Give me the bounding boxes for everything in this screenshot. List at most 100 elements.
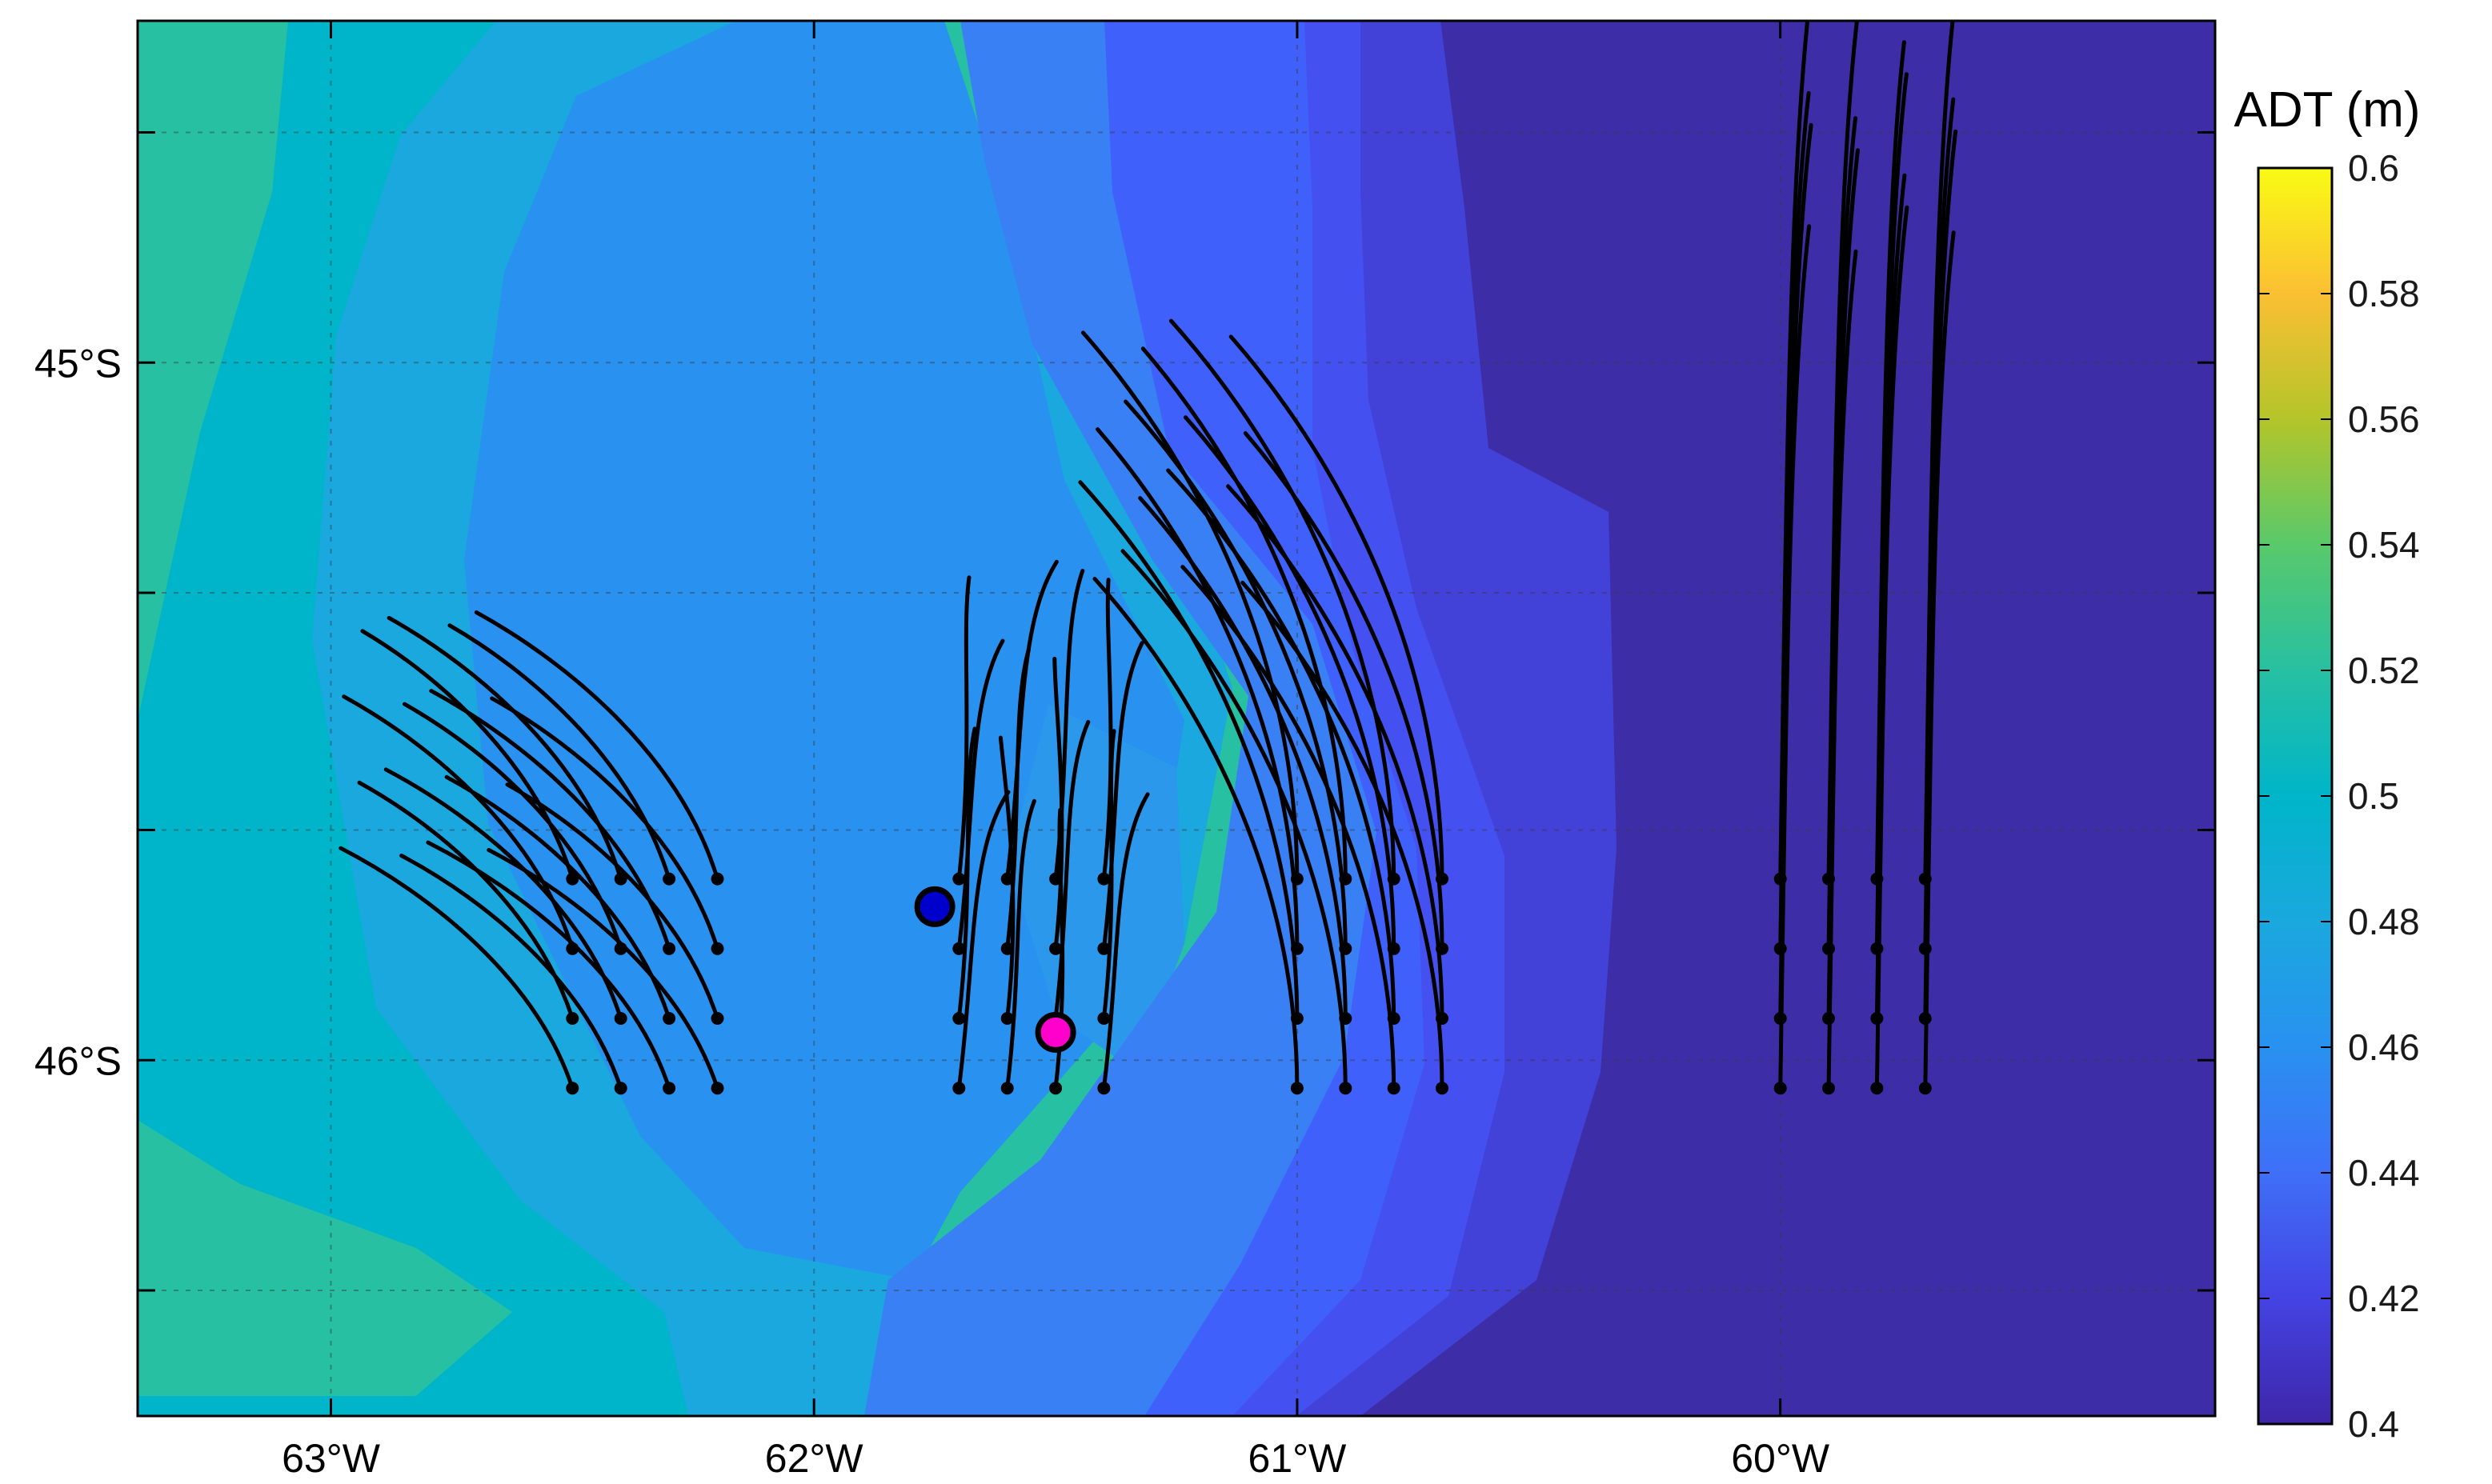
magenta-marker [1035, 1011, 1076, 1053]
release-point [1918, 1082, 1932, 1095]
release-point [1000, 1012, 1014, 1025]
release-point [1097, 872, 1111, 886]
drifter-trajectories [339, 21, 1958, 1095]
trajectory-line [1240, 580, 1444, 1090]
trajectory-line [1243, 431, 1444, 951]
release-point [711, 872, 724, 886]
release-point [1870, 1082, 1884, 1095]
release-point [663, 1082, 676, 1095]
release-point [614, 1082, 627, 1095]
colorbar-tick-label: 0.4 [2348, 1403, 2399, 1445]
release-point [1049, 1082, 1063, 1095]
colorbar-tick-label: 0.48 [2348, 901, 2420, 942]
release-point [1097, 1012, 1111, 1025]
release-point [1436, 1082, 1448, 1095]
release-point [1339, 1082, 1352, 1095]
release-point [614, 1012, 627, 1025]
trajectory-line [1228, 334, 1444, 882]
trajectory-line [505, 782, 719, 1021]
trajectory-line [1138, 496, 1348, 1021]
trajectory-line [1101, 792, 1150, 1090]
trajectory-line [1096, 427, 1300, 951]
colorbar-tick-label: 0.54 [2348, 524, 2420, 566]
trajectory-line [487, 848, 719, 1090]
x-tick-label: 60°W [1731, 1436, 1830, 1481]
colorbar: ADT (m) 0.60.580.560.540.520.50.480.460.… [2234, 82, 2420, 1445]
map-frame [136, 19, 2217, 1418]
colorbar-tick-label: 0.58 [2348, 273, 2420, 314]
colorbar-ticks: 0.6 0.58 0.56 0.54 0.52 0.5 0.48 0.46 0.44 0.42 0.… [2258, 147, 2420, 1445]
x-tick-label: 62°W [765, 1436, 864, 1481]
trajectory-line [474, 610, 719, 882]
release-point [566, 872, 579, 886]
trajectory-line [1101, 729, 1116, 1021]
colorbar-tick-label: 0.6 [2348, 147, 2399, 189]
release-point [1000, 1082, 1014, 1095]
adt-contour-band [1008, 704, 1184, 1072]
colorbar-tick-label: 0.5 [2348, 775, 2399, 817]
trajectory-line [1120, 549, 1348, 1090]
release-point [952, 1082, 966, 1095]
colorbar-tick-label: 0.42 [2348, 1278, 2420, 1319]
release-point [711, 1082, 724, 1095]
trajectory-line [1166, 468, 1396, 1021]
trajectory-line [399, 854, 623, 1090]
release-point [1773, 1082, 1787, 1095]
release-point [663, 872, 676, 886]
trajectory-line [1874, 205, 1909, 1090]
release-point [566, 1012, 579, 1025]
colorbar-tick-label: 0.46 [2348, 1026, 2420, 1068]
trajectory-line [1078, 480, 1300, 1021]
site-markers [914, 886, 1076, 1053]
trajectory-line [1184, 415, 1396, 951]
trajectory-line [956, 726, 977, 1021]
release-point [711, 1012, 724, 1025]
release-point [566, 1082, 579, 1095]
y-tick-label: 45°S [34, 341, 122, 386]
map-axes: 63°W 62°W 61°W 60°W 45°S 46°S [34, 21, 2215, 1481]
release-point [1097, 1082, 1111, 1095]
trajectory-line [339, 846, 575, 1090]
release-point [952, 942, 966, 955]
release-point [711, 942, 724, 955]
x-tick-label: 63°W [282, 1436, 381, 1481]
release-point [952, 872, 966, 886]
trajectory-line [956, 638, 1005, 951]
trajectory-line [1923, 230, 1956, 1090]
map-gridlines [138, 21, 2215, 1416]
trajectory-line [1778, 224, 1812, 1090]
trajectory-line [1005, 798, 1036, 1090]
trajectory-line [1081, 330, 1300, 882]
trajectory-line [1101, 641, 1144, 951]
trajectory-line [1226, 484, 1444, 1021]
trajectory-line [1005, 559, 1059, 882]
release-point [614, 872, 627, 886]
colorbar-title: ADT (m) [2234, 82, 2420, 138]
colorbar-tick-label: 0.44 [2348, 1152, 2420, 1194]
trajectory-line [1140, 346, 1348, 882]
trajectory-line [387, 615, 623, 882]
release-point [663, 1012, 676, 1025]
trajectory-line [1124, 399, 1348, 951]
trajectory-line [956, 575, 972, 882]
x-tick-label: 61°W [1248, 1436, 1348, 1481]
colorbar-tick-label: 0.52 [2348, 650, 2420, 691]
release-point [952, 1012, 966, 1025]
release-point [1387, 1082, 1400, 1095]
release-point [663, 942, 676, 955]
release-point [1822, 1082, 1835, 1095]
trajectory-line [1101, 578, 1113, 882]
trajectory-line [426, 840, 671, 1090]
trajectory-line [956, 790, 1011, 1090]
trajectory-line [490, 696, 719, 951]
trajectory-line [998, 735, 1016, 1021]
trajectory-line [1180, 565, 1396, 1090]
colorbar-tick-label: 0.56 [2348, 398, 2420, 440]
blue-marker [914, 886, 956, 927]
trajectory-line [1092, 577, 1300, 1090]
y-tick-label: 46°S [34, 1038, 122, 1083]
release-point [1049, 942, 1063, 955]
release-point [1097, 942, 1111, 955]
trajectory-line [1168, 318, 1396, 882]
